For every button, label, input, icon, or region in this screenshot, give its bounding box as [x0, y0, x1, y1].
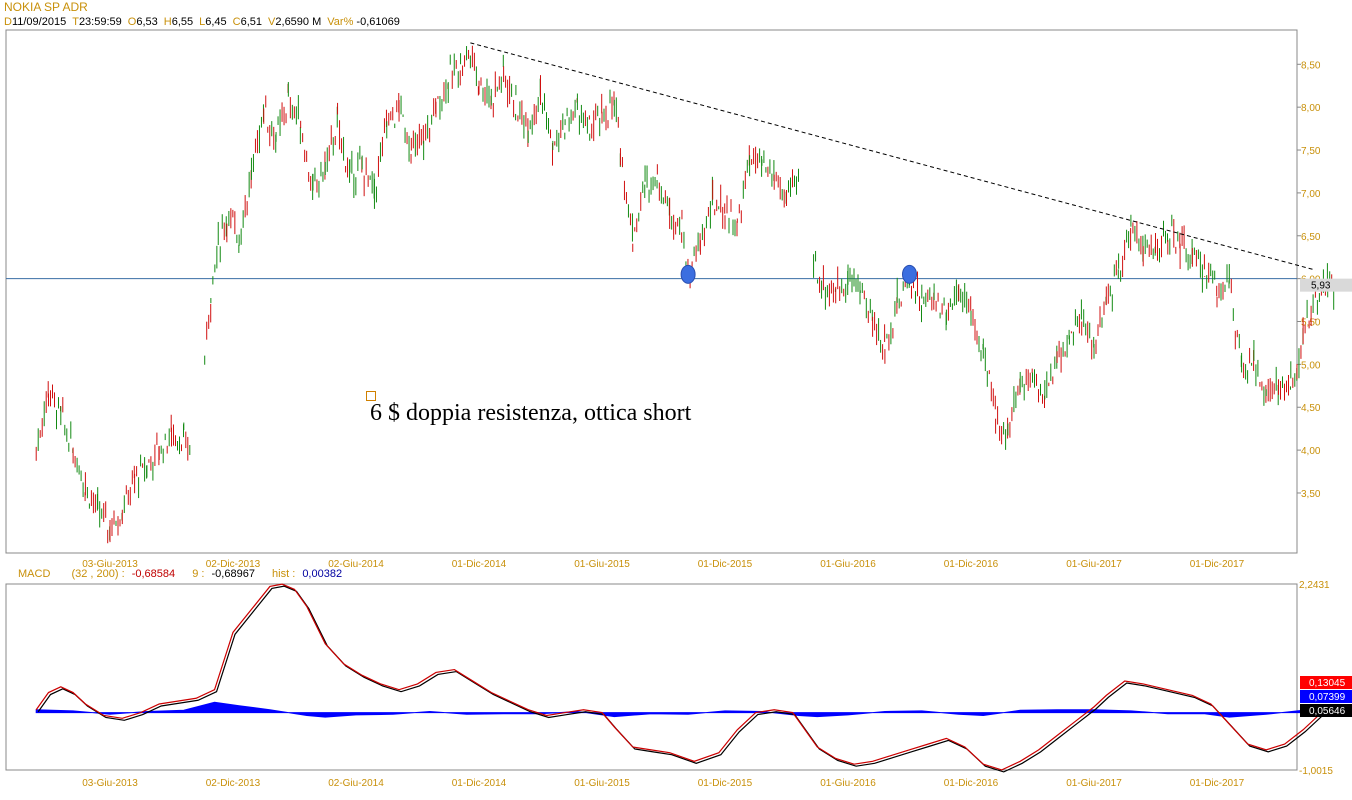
- field-label: V: [268, 16, 276, 28]
- macd-readout: MACD (32 , 200) : -0,68584 9 : -0,68967 …: [18, 568, 342, 580]
- x-tick-label: 01-Dic-2014: [452, 778, 507, 789]
- hist-value: 0,00382: [302, 568, 343, 580]
- field-value: 6,45: [205, 16, 227, 28]
- x-tick-label: 02-Giu-2014: [328, 778, 384, 789]
- value-box-label: 0,13045: [1309, 678, 1346, 689]
- field-value: 6,53: [136, 16, 158, 28]
- macd-value: -0,68584: [131, 568, 176, 580]
- y-tick-label: 7,50: [1301, 146, 1321, 157]
- resistance-marker: [680, 264, 696, 284]
- signal-label: 9 :: [192, 568, 205, 580]
- macd-y-min: -1,0015: [1299, 766, 1333, 777]
- x-tick-label: 02-Giu-2014: [328, 559, 384, 570]
- field-value: 23:59:59: [78, 16, 122, 28]
- macd-params: (32 , 200) :: [71, 568, 125, 580]
- field-value: -0,61069: [353, 16, 400, 28]
- macd-panel: 03-Giu-2013 02-Dic-2013 02-Giu-2014 01-Dic-…: [5, 580, 1352, 789]
- field-value: 11/09/2015: [11, 16, 67, 28]
- x-tick-label: 01-Dic-2017: [1190, 559, 1245, 570]
- field-value: 6,55: [171, 16, 194, 28]
- x-tick-label: 03-Giu-2013: [82, 778, 138, 789]
- macd-y-max: 2,2431: [1299, 580, 1330, 591]
- x-tick-label: 01-Dic-2016: [944, 559, 999, 570]
- field-value: 6,51: [240, 16, 263, 28]
- hist-label: hist :: [272, 568, 296, 580]
- price-frame: [5, 29, 1298, 554]
- price-panel: 3,504,004,505,005,506,006,507,007,508,00…: [5, 29, 1352, 570]
- value-box-label: 0,05646: [1309, 706, 1346, 717]
- y-tick-label: 6,50: [1301, 232, 1321, 243]
- field-label: L: [199, 16, 206, 28]
- x-tick-label: 01-Dic-2016: [944, 778, 999, 789]
- y-tick-label: 4,00: [1301, 446, 1321, 457]
- x-tick-label: 01-Giu-2016: [820, 559, 876, 570]
- y-tick-label: 3,50: [1301, 489, 1321, 500]
- resistance-marker: [902, 264, 917, 284]
- x-tick-label: 03-Giu-2013: [82, 559, 138, 570]
- x-tick-label: 01-Giu-2016: [820, 778, 876, 789]
- value-box: [1300, 690, 1352, 703]
- field-label: T: [72, 16, 79, 28]
- signal-value: -0,68967: [211, 568, 255, 580]
- chart-title: NOKIA SP ADR: [4, 0, 88, 14]
- y-tick-label: 8,00: [1301, 103, 1321, 114]
- macd-label: MACD: [18, 568, 51, 580]
- x-tick-label: 01-Dic-2015: [698, 778, 753, 789]
- field-label: D: [4, 16, 12, 28]
- field-label: O: [127, 16, 137, 28]
- macd-histogram: [35, 701, 1335, 718]
- x-tick-label: 02-Dic-2013: [206, 778, 261, 789]
- field-label: Var%: [327, 16, 354, 28]
- y-tick-label: 7,00: [1301, 189, 1321, 200]
- value-box: [1300, 676, 1352, 689]
- annotation-marker: [366, 391, 376, 401]
- signal-line: [37, 585, 1337, 773]
- x-tick-label: 01-Dic-2014: [452, 559, 507, 570]
- trendline: [470, 42, 1316, 271]
- ohlc-readout: D11/09/2015 T23:59:59 O6,53 H6,55 L6,45 C6,51…: [4, 16, 400, 28]
- x-tick-label: 01-Giu-2017: [1066, 778, 1122, 789]
- x-tick-label: 02-Dic-2013: [206, 559, 261, 570]
- x-tick-label: 01-Giu-2015: [574, 778, 630, 789]
- x-tick-label: 01-Giu-2015: [574, 559, 630, 570]
- macd-line: [35, 583, 1335, 771]
- value-box-label: 0,07399: [1309, 692, 1346, 703]
- macd-frame: [5, 583, 1298, 771]
- y-tick-label: 5,00: [1301, 360, 1321, 371]
- value-box: [1300, 704, 1352, 717]
- field-label: H: [163, 16, 172, 28]
- last-price-box: [1300, 278, 1352, 292]
- field-label: C: [232, 16, 241, 28]
- field-value: 2,6590 M: [275, 16, 322, 28]
- annotation-text: 6 $ doppia resistenza, ottica short: [370, 400, 692, 426]
- x-tick-label: 01-Dic-2017: [1190, 778, 1245, 789]
- x-tick-label: 01-Dic-2015: [698, 559, 753, 570]
- last-price-label: 5,93: [1311, 281, 1331, 292]
- y-tick-label: 8,50: [1301, 60, 1321, 71]
- y-tick-label: 4,50: [1301, 403, 1321, 414]
- x-tick-label: 01-Giu-2017: [1066, 559, 1122, 570]
